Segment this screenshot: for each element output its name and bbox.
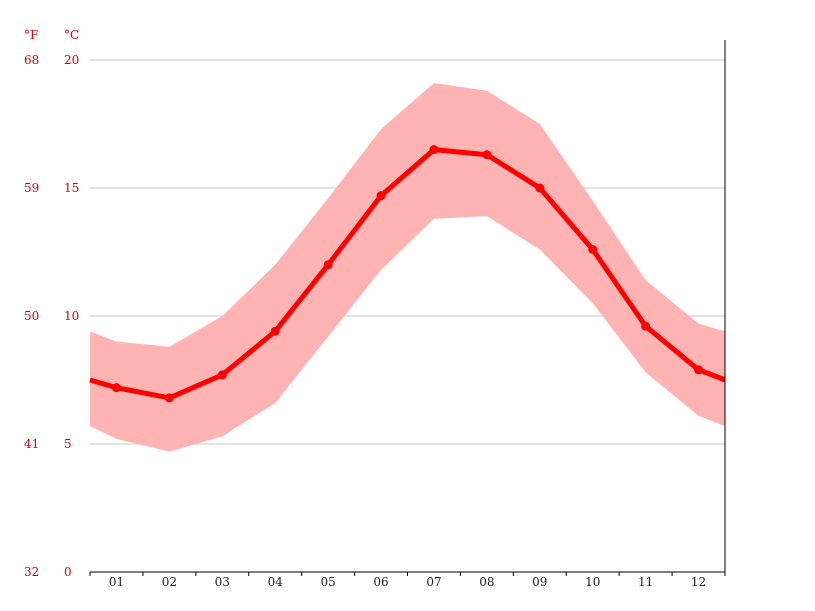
average-point-11 [641, 321, 651, 331]
range-band-layer [90, 83, 725, 452]
celsius-tick-label: 15 [64, 181, 79, 195]
month-label-12: 12 [691, 575, 706, 589]
average-line-layer [89, 145, 726, 403]
fahrenheit-tick-label: 50 [24, 309, 39, 323]
month-label-04: 04 [268, 575, 284, 589]
fahrenheit-tick-label: 32 [24, 565, 39, 579]
month-label-07: 07 [426, 575, 441, 589]
fahrenheit-tick-label: 41 [24, 437, 39, 451]
average-point-05 [323, 260, 333, 270]
fahrenheit-unit-label: °F [24, 28, 38, 42]
month-label-08: 08 [479, 575, 494, 589]
average-point-01 [111, 383, 121, 393]
month-label-01: 01 [109, 575, 124, 589]
celsius-tick-label: 20 [64, 53, 79, 67]
celsius-tick-label: 10 [64, 309, 79, 323]
axis-layer [89, 40, 726, 576]
temperature-range-band [90, 83, 725, 452]
average-point-06 [376, 191, 386, 201]
month-label-10: 10 [585, 575, 600, 589]
average-point-03 [217, 370, 227, 380]
month-label-09: 09 [532, 575, 547, 589]
month-label-02: 02 [162, 575, 177, 589]
celsius-tick-label: 0 [64, 565, 72, 579]
average-point-04 [270, 326, 280, 336]
fahrenheit-tick-label: 59 [24, 181, 39, 195]
average-point-02 [164, 393, 174, 403]
average-point-12 [694, 365, 704, 375]
average-temperature-line [89, 147, 726, 401]
average-point-08 [482, 150, 492, 160]
fahrenheit-tick-label: 68 [24, 53, 39, 67]
average-point-10 [588, 244, 598, 254]
average-point-07 [429, 145, 439, 155]
celsius-unit-label: °C [64, 28, 79, 42]
label-layer: °F °C 0 32 5 41 10 50 15 59 20 68 01 02 03 04 05 06 07 08… [24, 28, 706, 589]
month-label-03: 03 [215, 575, 230, 589]
month-label-05: 05 [320, 575, 335, 589]
month-label-11: 11 [638, 575, 653, 589]
celsius-tick-label: 5 [64, 437, 72, 451]
month-label-06: 06 [373, 575, 388, 589]
average-point-09 [535, 183, 545, 193]
